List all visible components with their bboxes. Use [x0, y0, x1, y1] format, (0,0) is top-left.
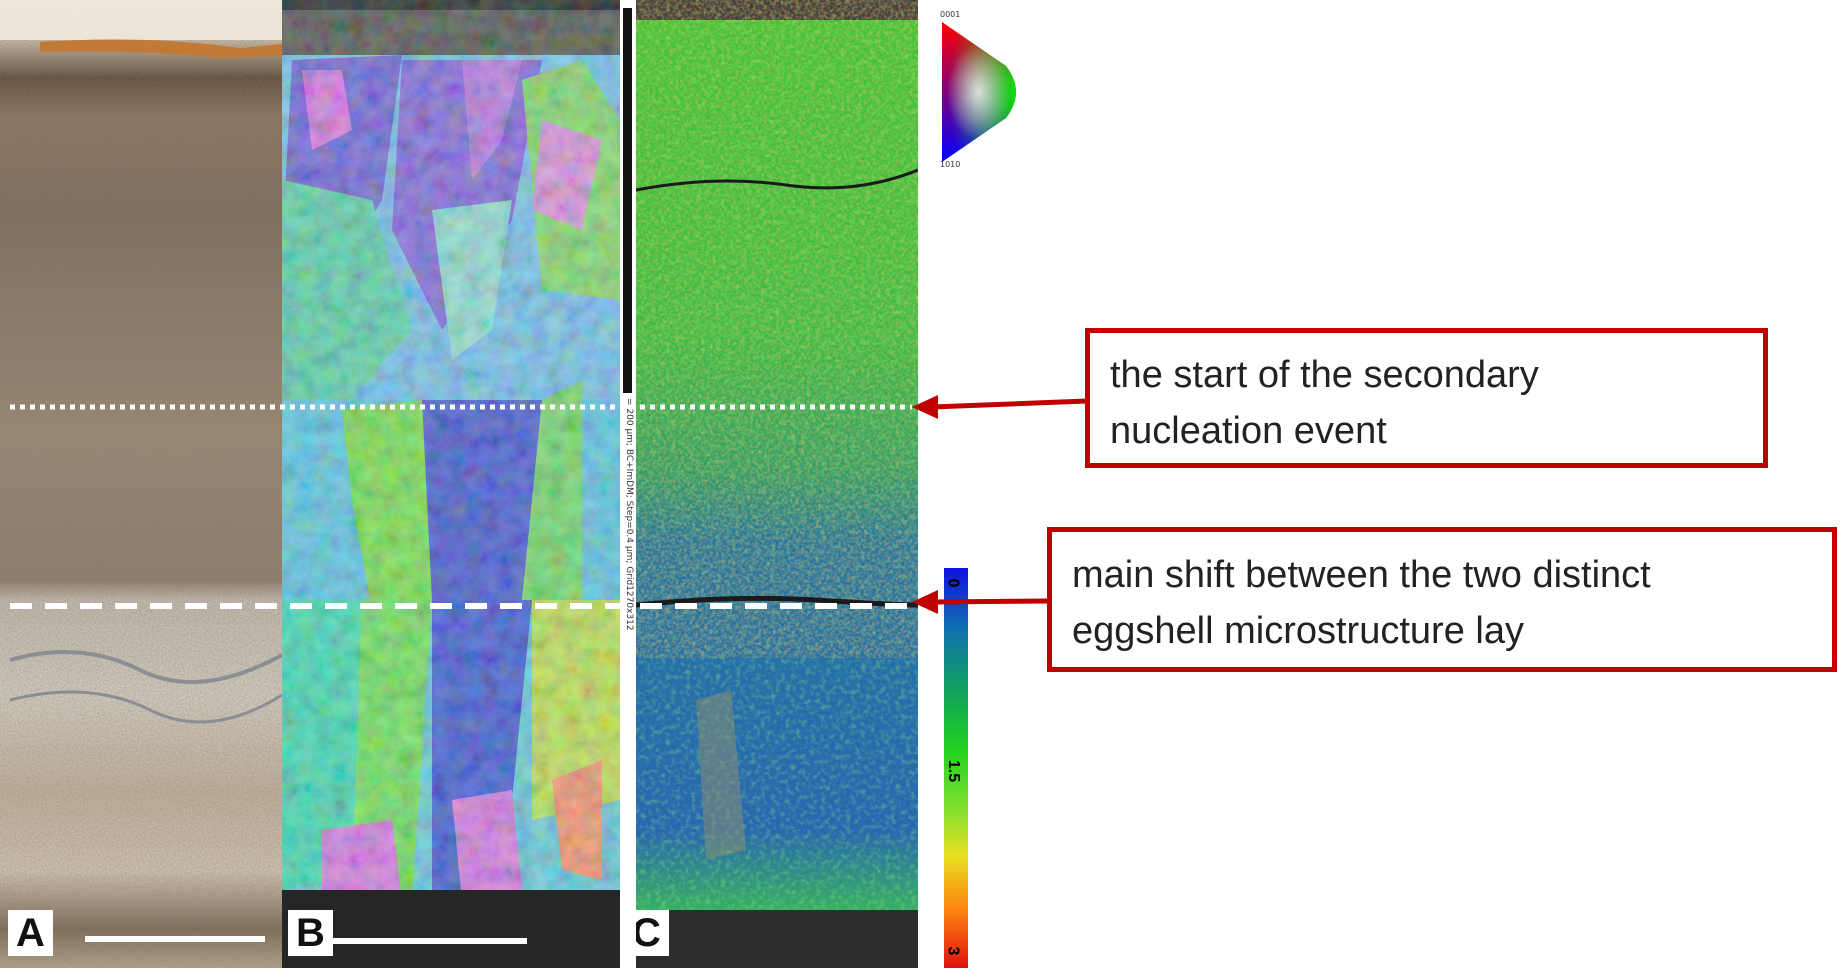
kam-scale-gradient — [944, 568, 968, 968]
kam-scale-bar: 0 1.5 3 — [944, 568, 968, 968]
main-shift-text-line-1: main shift between the two distinct — [1072, 554, 1651, 596]
scale-strip-bar — [623, 8, 632, 393]
panel-a-letter: A — [8, 910, 53, 956]
panel-a-micrograph: A — [0, 0, 282, 968]
main-shift-arrowhead — [912, 590, 938, 614]
ipf-color-key: 0001 — [938, 10, 1028, 170]
panel-b-image — [282, 0, 620, 968]
panel-c-kam-map: C — [636, 0, 918, 968]
panel-a-image — [0, 0, 282, 968]
ipf-key-top-label: 0001 — [940, 10, 961, 19]
secondary-nucleation-text-line-1: the start of the secondary — [1110, 354, 1539, 396]
main-shift-callout: main shift between the two distinct eggs… — [1047, 527, 1837, 672]
secondary-nucleation-arrowhead — [912, 395, 938, 419]
panel-c-image — [636, 0, 918, 968]
panel-b-scale-bar — [327, 938, 527, 944]
ipf-key-bottom-label: 1010 — [940, 160, 961, 169]
panel-c-letter: C — [636, 910, 669, 956]
secondary-nucleation-text-line-2: nucleation event — [1110, 410, 1387, 452]
secondary-nucleation-callout: the start of the secondary nucleation ev… — [1085, 328, 1768, 468]
main-shift-text-line-2: eggshell microstructure lay — [1072, 610, 1524, 652]
main-shift-arrow — [931, 598, 1050, 605]
secondary-nucleation-arrow — [931, 398, 1088, 410]
panel-b-ipf-map: B — [282, 0, 620, 968]
scale-strip: = 200 µm; BC+ImDM; Step=0.4 µm; Grid1270… — [620, 8, 636, 968]
ipf-key-triangle — [942, 22, 1016, 162]
panel-b-letter: B — [288, 910, 333, 956]
panel-a-scale-bar — [85, 936, 265, 942]
